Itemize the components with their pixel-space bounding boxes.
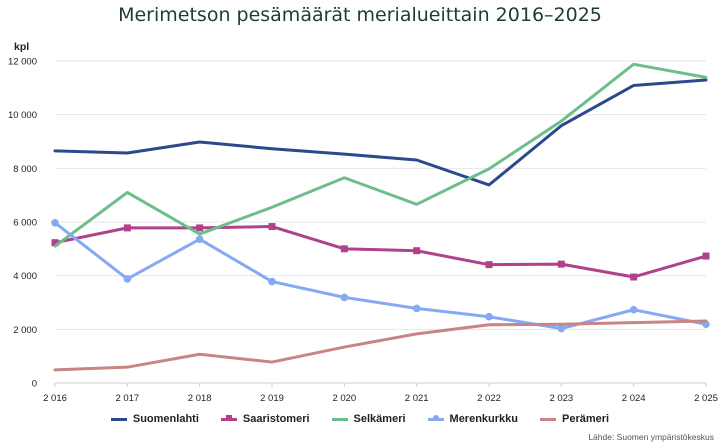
legend-item: Saaristomeri [220, 413, 310, 425]
y-tick-label: 0 [32, 379, 37, 390]
legend-label: Saaristomeri [242, 413, 310, 425]
data-point [51, 239, 59, 247]
x-tick-label: 2 023 [549, 393, 573, 404]
data-point [340, 245, 348, 253]
data-point [557, 324, 566, 333]
x-tick-label: 2 018 [188, 393, 212, 404]
series-line-merenkurkku [53, 221, 708, 331]
y-tick-label: 4 000 [13, 271, 37, 282]
legend-label: Perämeri [562, 413, 610, 425]
y-tick-label: 6 000 [13, 218, 37, 229]
x-tick-label: 2 024 [622, 393, 646, 404]
data-point [485, 312, 493, 321]
y-tick-label: 2 000 [13, 325, 37, 336]
data-point [268, 223, 276, 231]
chart-title: Merimetson pesämäärät merialueittain 201… [118, 4, 602, 26]
legend-item: Suomenlahti [110, 413, 199, 425]
x-tick-label: 2 025 [694, 393, 718, 404]
data-point [195, 235, 204, 243]
legend-label: Selkämeri [353, 413, 406, 425]
data-point [51, 219, 59, 227]
legend-label: Merenkurkku [449, 413, 519, 425]
legend-item: Perämeri [540, 413, 609, 425]
data-point [485, 261, 493, 269]
y-tick-label: 8 000 [13, 164, 37, 175]
y-tick-label: 12 000 [8, 57, 37, 68]
data-point [630, 273, 638, 281]
source-note: Lähde: Suomen ympäristökeskus [588, 432, 714, 442]
data-point [412, 304, 421, 313]
data-point [557, 260, 565, 268]
legend-swatch [427, 415, 444, 421]
data-point [123, 275, 132, 283]
series-line-perämeri [53, 319, 708, 372]
series-line-saaristomeri [53, 225, 708, 279]
series-line-selkämeri [53, 62, 708, 248]
data-point [268, 277, 276, 286]
legend-label: Suomenlahti [132, 413, 199, 425]
legend-swatch [220, 415, 237, 421]
chart-legend: Suomenlahti Saaristomeri Selkämeri Merenkur… [0, 413, 720, 425]
x-tick-label: 2 019 [260, 393, 284, 404]
legend-swatch [540, 417, 557, 421]
y-tick-label: 10 000 [8, 110, 37, 121]
legend-item: Selkämeri [331, 413, 406, 425]
x-tick-label: 2 022 [477, 393, 501, 404]
data-point [340, 293, 349, 302]
legend-item: Merenkurkku [427, 413, 519, 425]
series-line-suomenlahti [53, 78, 708, 187]
legend-swatch [331, 417, 348, 421]
data-point [629, 305, 638, 314]
data-point [413, 247, 421, 255]
data-point [123, 224, 131, 232]
x-tick-label: 2 021 [405, 393, 429, 404]
data-point [196, 224, 204, 232]
legend-swatch [110, 417, 127, 421]
x-tick-label: 2 016 [43, 393, 67, 404]
y-axis-label: kpl [14, 41, 29, 53]
data-point [702, 252, 710, 260]
x-tick-label: 2 017 [115, 393, 139, 404]
x-tick-label: 2 020 [332, 393, 356, 404]
